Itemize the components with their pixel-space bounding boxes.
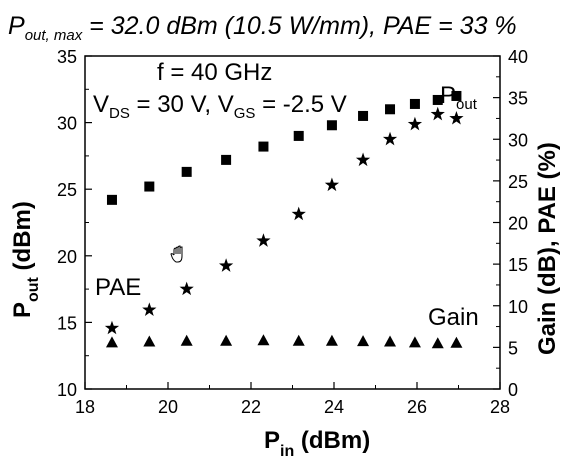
pout-point xyxy=(385,104,396,115)
pae-point xyxy=(104,320,120,335)
x-tick-label: 20 xyxy=(158,397,178,417)
y-axis-left-label: Pout (dBm) xyxy=(9,201,42,318)
tick-labels: 18 20 22 24 26 28 10 15 20 25 30 35 0 5 10 15 20 25 30 35 40 xyxy=(57,47,528,417)
y-left-tick-label: 15 xyxy=(57,313,77,333)
pae-point xyxy=(407,116,423,131)
gain-point xyxy=(257,334,270,346)
pout-point xyxy=(409,98,420,109)
pout-point xyxy=(293,130,304,141)
y-right-tick-label: 0 xyxy=(508,380,518,400)
data-marks xyxy=(104,90,464,349)
pae-point xyxy=(324,177,340,192)
y-right-tick-label: 40 xyxy=(508,47,528,67)
y-left-tick-label: 20 xyxy=(57,247,77,267)
gain-series-label: Gain xyxy=(428,304,479,331)
x-tick-label: 24 xyxy=(324,397,344,417)
frequency-annotation: f = 40 GHz xyxy=(157,59,272,86)
pae-point xyxy=(179,281,194,296)
gain-point xyxy=(292,334,305,346)
y-left-tick-label: 25 xyxy=(57,180,77,200)
pout-series-label: Pout xyxy=(440,82,478,113)
y-left-tick-label: 30 xyxy=(57,114,77,134)
gain-point xyxy=(105,336,118,348)
pae-point xyxy=(291,206,306,221)
gain-point xyxy=(357,335,370,347)
pae-point xyxy=(218,258,234,272)
chart-title: Pout, max = 32.0 dBm (10.5 W/mm), PAE = … xyxy=(8,12,517,44)
y-right-tick-label: 25 xyxy=(508,172,528,192)
pae-point xyxy=(449,110,464,125)
y-right-tick-label: 30 xyxy=(508,130,528,150)
pae-point xyxy=(256,233,271,247)
y-axis-right-label: Gain (dB), PAE (%) xyxy=(534,142,561,355)
gain-point xyxy=(450,336,463,348)
y-left-tick-label: 35 xyxy=(57,47,77,67)
pout-point xyxy=(258,141,269,152)
y-right-tick-label: 15 xyxy=(508,255,528,275)
ticks xyxy=(84,55,501,390)
y-right-tick-label: 35 xyxy=(508,89,528,109)
y-left-tick-label: 10 xyxy=(57,380,77,400)
pout-point xyxy=(221,154,232,165)
pout-point xyxy=(358,110,369,121)
pout-point xyxy=(432,94,443,105)
gain-point xyxy=(143,335,156,347)
gain-point xyxy=(384,335,397,347)
pout-point xyxy=(144,181,155,192)
x-tick-label: 26 xyxy=(407,397,427,417)
y-right-tick-label: 5 xyxy=(508,338,518,358)
y-right-tick-label: 10 xyxy=(508,297,528,317)
pout-point xyxy=(181,166,192,177)
x-tick-label: 18 xyxy=(75,397,95,417)
gain-point xyxy=(325,334,338,346)
pae-series-label: PAE xyxy=(95,274,141,301)
gain-point xyxy=(408,336,421,348)
x-tick-label: 28 xyxy=(490,397,510,417)
gain-point xyxy=(431,337,444,349)
bias-annotation: VDS = 30 V, VGS = -2.5 V xyxy=(93,91,347,122)
x-tick-label: 22 xyxy=(241,397,261,417)
x-axis-label: Pin (dBm) xyxy=(264,427,370,460)
pout-point xyxy=(451,90,462,101)
hand-cursor-icon xyxy=(170,245,183,263)
pout-point xyxy=(106,194,117,205)
pae-point xyxy=(355,152,371,167)
pae-point xyxy=(382,131,398,146)
pout-point xyxy=(326,120,337,131)
pae-point xyxy=(142,302,157,316)
y-right-tick-label: 20 xyxy=(508,214,528,234)
gain-point xyxy=(180,334,193,346)
pae-point xyxy=(430,106,445,121)
gain-point xyxy=(220,334,233,346)
